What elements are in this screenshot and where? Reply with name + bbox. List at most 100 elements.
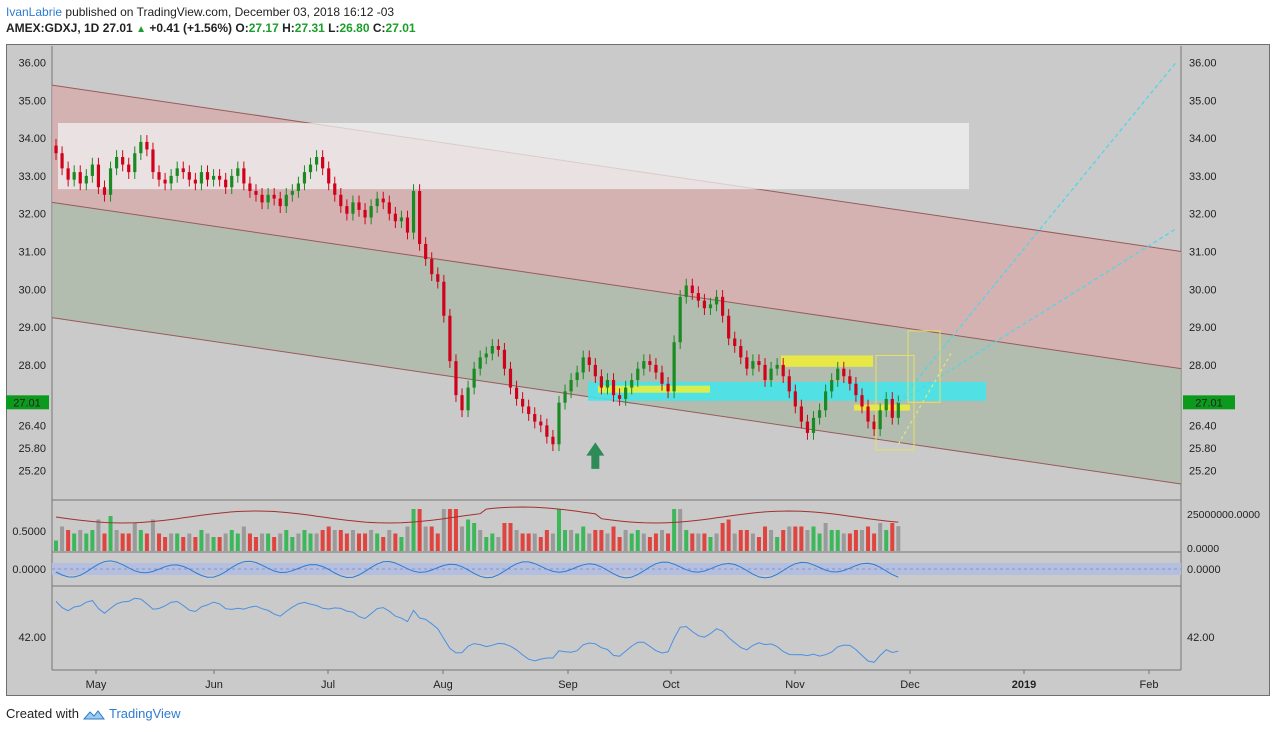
oscillator-tick-left: 0.0000 (12, 564, 46, 576)
oscillator-tick-right: 0.0000 (1187, 564, 1221, 576)
candle-body (321, 157, 325, 169)
last-price-tag-left (6, 395, 49, 410)
high-value: 27.31 (294, 21, 325, 35)
volume-bar (666, 533, 671, 551)
candle-body (533, 414, 537, 422)
volume-bar (120, 533, 125, 551)
volume-bar (381, 537, 386, 551)
candle-body (175, 168, 179, 176)
candle-body (502, 349, 507, 369)
volume-bar (781, 530, 786, 551)
volume-bar (793, 526, 798, 551)
candle-body (363, 209, 367, 218)
volume-bar (744, 530, 749, 551)
candle-body (327, 168, 331, 184)
candle-body (642, 361, 646, 369)
candle-body (351, 202, 355, 214)
candle-body (236, 168, 240, 176)
volume-pane (54, 506, 901, 551)
candle-body (799, 406, 803, 422)
candle-body (96, 164, 101, 188)
volume-bar (357, 533, 361, 551)
price-tick-left: 33.00 (18, 171, 46, 183)
volume-bar (266, 533, 271, 551)
volume-bar (144, 533, 149, 551)
candle-body (678, 296, 682, 343)
candle-body (205, 172, 210, 180)
price-chart[interactable]: 36.00 36.00 35.00 35.00 34.00 34.00 33.00 33.00… (6, 44, 1270, 696)
candle-body (769, 368, 773, 381)
volume-bar (635, 530, 640, 551)
volume-bar (617, 537, 622, 551)
volume-bar (690, 533, 695, 551)
symbol-label: AMEX:GDXJ, 1D (6, 21, 100, 35)
candle-body (127, 164, 131, 173)
volume-bar (502, 523, 507, 551)
candle-body (115, 157, 119, 169)
candle-body (345, 206, 349, 214)
price-tick-right: 29.00 (1189, 322, 1217, 334)
volume-bar (805, 530, 810, 551)
candle-body (817, 410, 822, 418)
candle-body (78, 172, 82, 184)
candle-body (224, 179, 228, 188)
candle-body (805, 421, 810, 433)
volume-tick-left: 0.5000 (12, 526, 46, 538)
candle-body (314, 157, 319, 165)
author-link[interactable]: IvanLabrie (6, 5, 63, 19)
rsi-tick-left: 42.00 (18, 632, 46, 644)
candle-body (508, 368, 513, 388)
candle-body (775, 364, 779, 369)
tradingview-link[interactable]: TradingView (108, 706, 181, 721)
candle-body (896, 402, 900, 418)
volume-ma-line (55, 506, 899, 524)
volume-bar (460, 526, 465, 551)
candle-body (539, 421, 543, 426)
candle-body (442, 281, 446, 316)
candle-body (836, 368, 840, 381)
candle-body (357, 202, 361, 210)
last-price: 27.01 (102, 21, 133, 35)
time-label: Feb (1140, 679, 1159, 691)
volume-bar (660, 530, 664, 551)
volume-bar (163, 537, 168, 551)
candle-body (399, 217, 404, 222)
candle-body (387, 202, 391, 214)
candle-body (151, 149, 155, 173)
volume-bar (260, 533, 265, 551)
volume-bar (211, 537, 216, 551)
candle-body (890, 398, 894, 418)
volume-bar (290, 537, 295, 551)
volume-bar (138, 530, 143, 551)
price-tick-right: 32.00 (1189, 209, 1217, 221)
volume-bar (375, 533, 380, 551)
volume-bar (829, 530, 834, 551)
candle-body (430, 259, 434, 275)
candle-body (102, 187, 107, 195)
volume-bar (314, 533, 319, 551)
candle-body (611, 380, 616, 396)
volume-bar (726, 519, 731, 551)
volume-bar (647, 537, 652, 551)
consolidation-box (875, 354, 915, 451)
volume-tick-right-top: 25000000.0000 (1187, 509, 1260, 521)
footer: Created with TradingView (6, 706, 181, 721)
candle-body (193, 179, 197, 184)
price-tick-right: 26.40 (1189, 420, 1217, 432)
candle-body (714, 296, 719, 305)
price-tick-right: 34.00 (1189, 133, 1217, 145)
volume-bar (72, 533, 77, 551)
time-label: Jul (321, 679, 335, 691)
price-tick-right: 35.00 (1189, 95, 1217, 107)
time-label: 2019 (1012, 679, 1036, 691)
candle-body (545, 425, 549, 437)
candle-body (211, 175, 216, 180)
candle-body (139, 141, 143, 154)
candle-body (478, 357, 482, 369)
price-tick-left: 25.20 (18, 466, 46, 478)
candle-body (121, 157, 125, 165)
candle-body (696, 293, 700, 301)
volume-bar (884, 530, 889, 551)
volume-bar (720, 523, 725, 551)
volume-bar (326, 526, 331, 551)
